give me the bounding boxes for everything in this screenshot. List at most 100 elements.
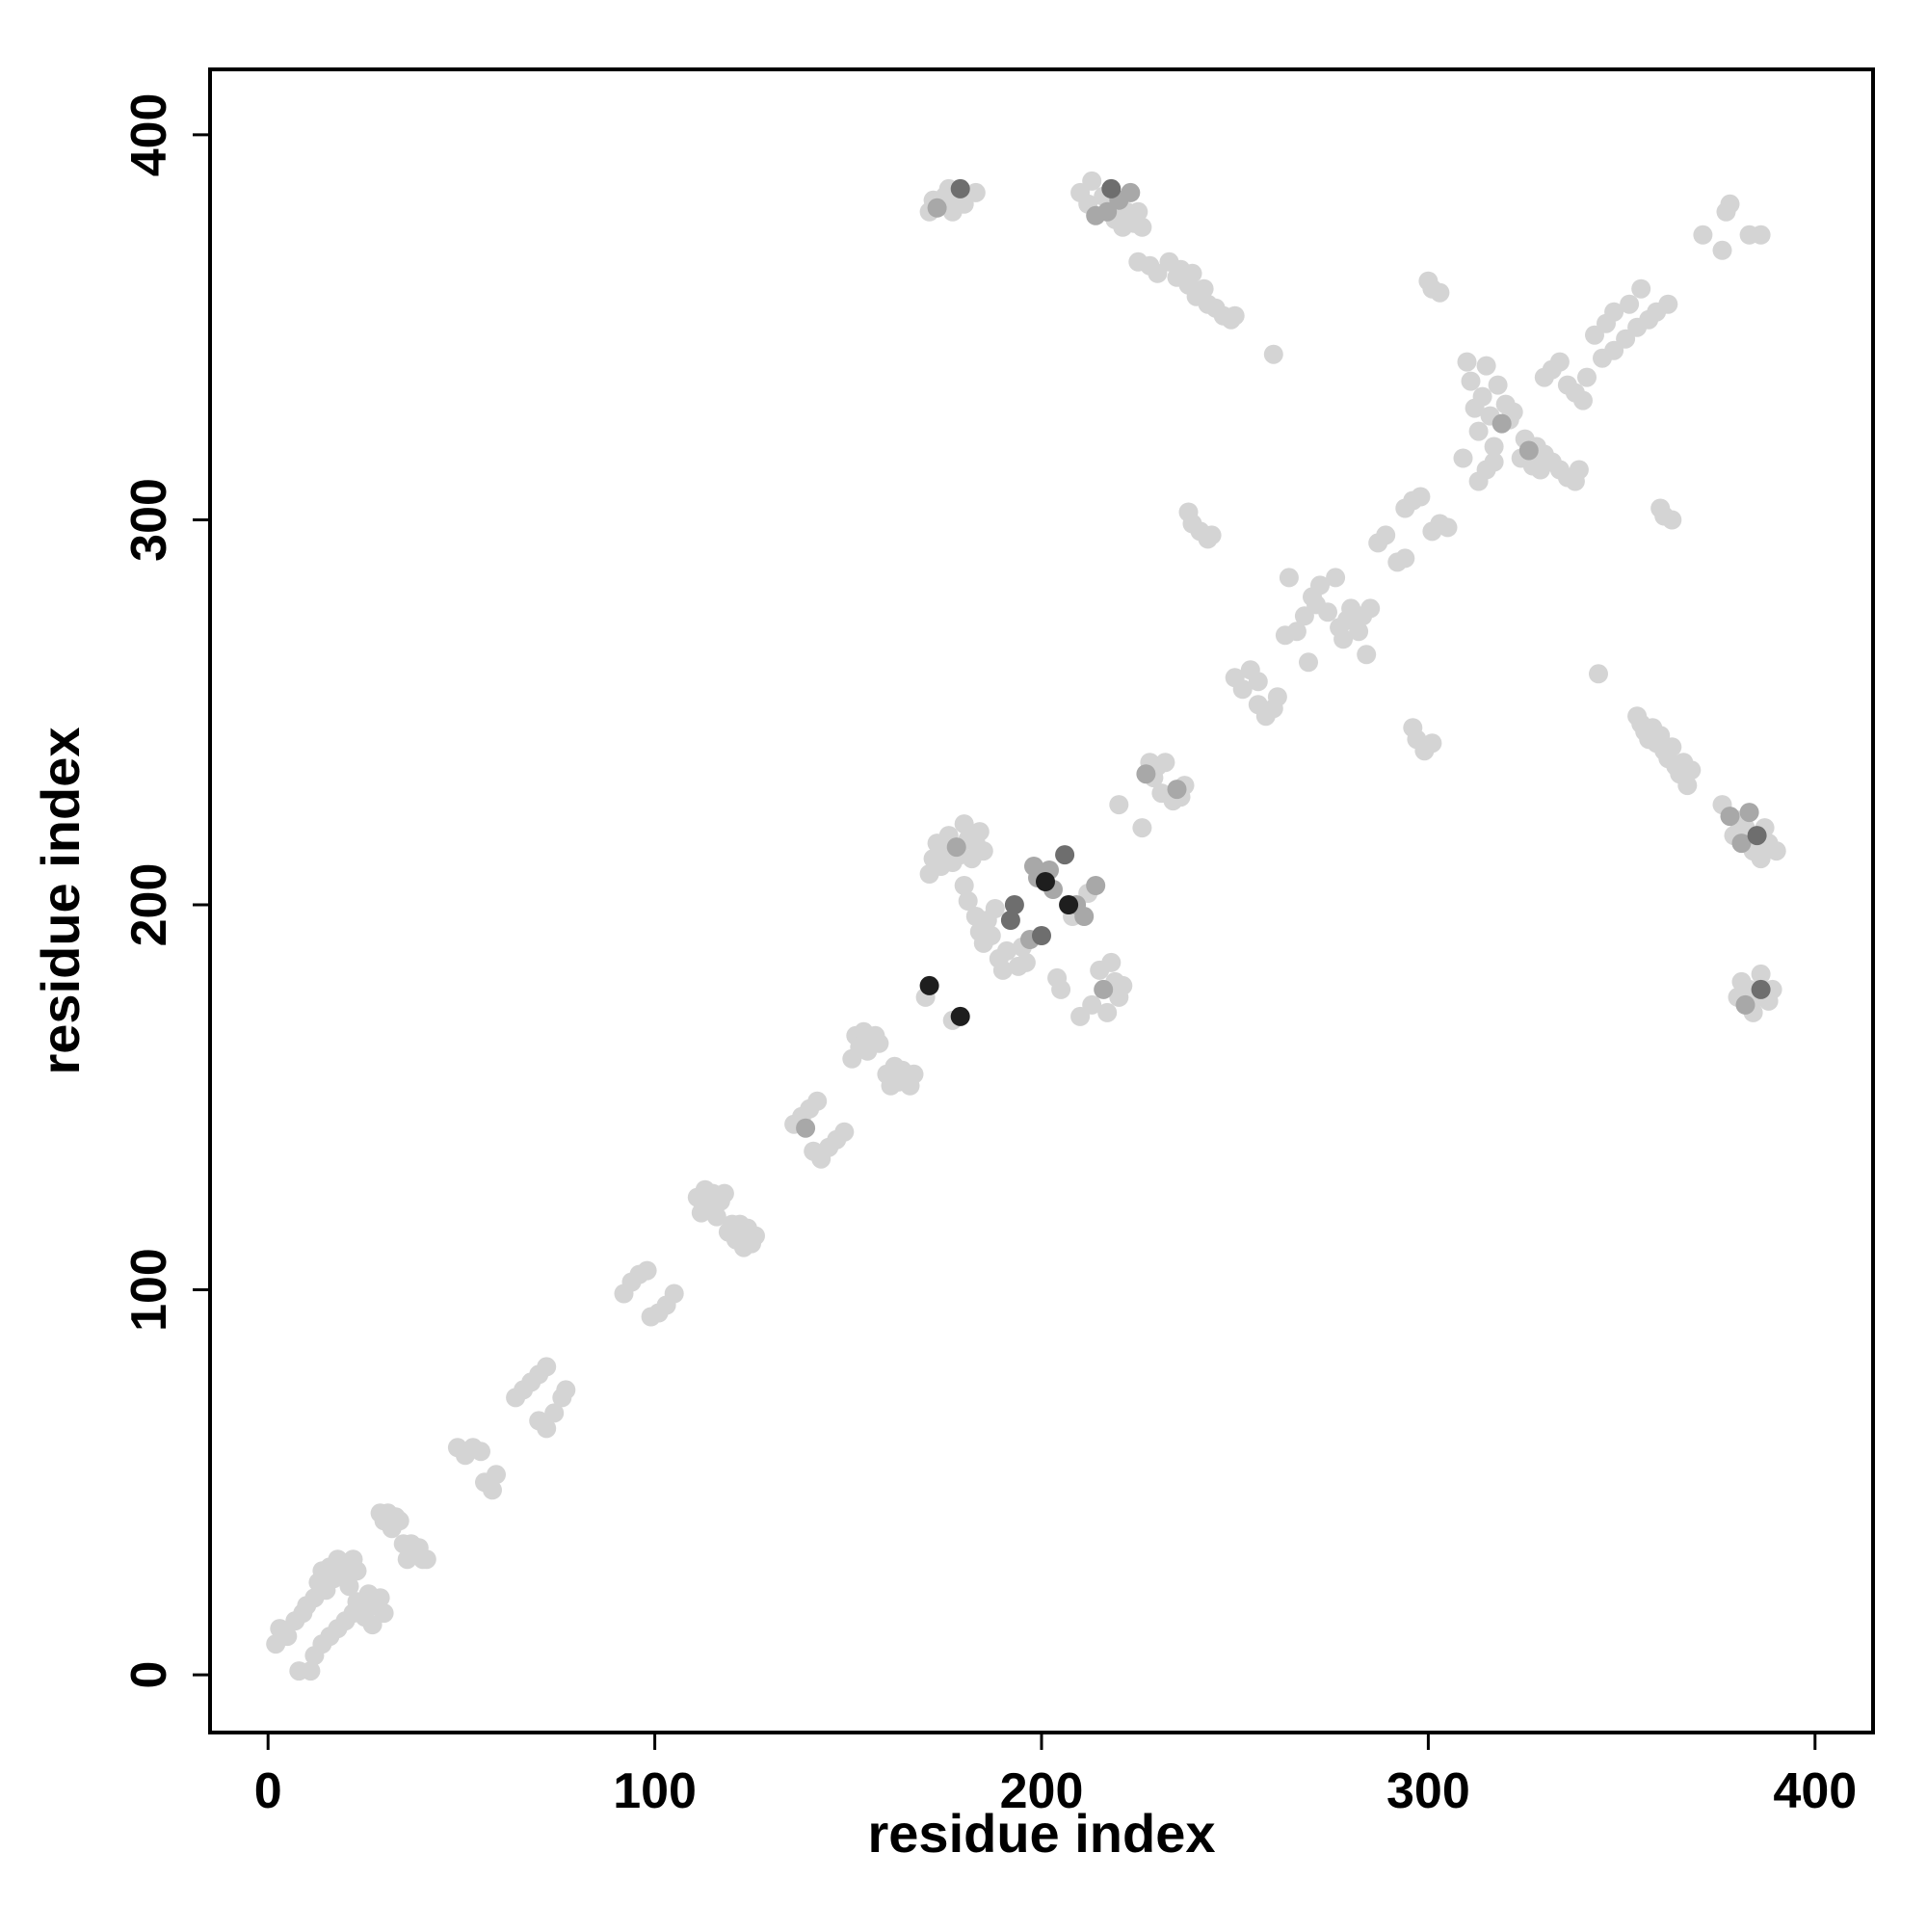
- contact-point: [664, 1284, 684, 1304]
- contact-point: [1411, 487, 1431, 507]
- contact-point: [1101, 952, 1122, 972]
- contact-point: [1016, 952, 1036, 972]
- contact-point: [1484, 437, 1504, 457]
- contact-point: [1310, 575, 1330, 595]
- contact-point: [981, 926, 1001, 945]
- contact-point: [1681, 760, 1702, 781]
- contact-point: [1182, 263, 1202, 283]
- contact-point: [1620, 294, 1640, 314]
- contact-point: [347, 1561, 367, 1581]
- contact-point: [1333, 629, 1354, 649]
- contact-point: [1468, 421, 1489, 441]
- contact-point: [1101, 178, 1122, 198]
- contact-point: [1662, 510, 1682, 530]
- y-axis: 0 100 200 300 400: [121, 93, 210, 1689]
- contact-point: [1739, 803, 1759, 823]
- y-tick-label: 100: [121, 1248, 177, 1332]
- contact-point: [954, 876, 974, 895]
- y-tick-label: 300: [121, 478, 177, 562]
- contact-point: [1232, 679, 1253, 700]
- contact-point: [1286, 622, 1307, 642]
- contact-point: [796, 1118, 816, 1138]
- contact-point: [1121, 182, 1141, 202]
- contact-point: [1097, 1002, 1118, 1022]
- contact-point: [1422, 733, 1442, 754]
- contact-point: [1662, 737, 1682, 757]
- contact-point: [1747, 826, 1767, 846]
- contact-point: [1577, 367, 1597, 387]
- contact-point: [1267, 687, 1287, 707]
- contact-point: [1360, 598, 1381, 619]
- contact-point: [1491, 413, 1512, 434]
- contact-point: [1318, 602, 1337, 622]
- contact-point: [1751, 964, 1771, 984]
- contact-point: [996, 940, 1016, 961]
- contact-point: [1299, 652, 1318, 673]
- contact-point: [1055, 845, 1075, 865]
- contact-point: [1132, 818, 1152, 838]
- contact-point: [807, 1091, 828, 1111]
- contact-point: [389, 1511, 409, 1531]
- contact-point: [706, 1206, 726, 1227]
- contact-point: [1094, 979, 1114, 999]
- contact-point: [1693, 225, 1713, 245]
- contact-point: [714, 1183, 734, 1204]
- contact-point: [1155, 753, 1175, 773]
- contact-point: [946, 837, 966, 858]
- contact-point: [1082, 171, 1102, 191]
- contact-point: [1712, 240, 1732, 260]
- contact-point: [1476, 356, 1496, 376]
- contact-point: [1248, 672, 1268, 692]
- contact-point: [483, 1480, 502, 1500]
- contact-point: [1631, 278, 1651, 299]
- contact-point: [1376, 525, 1396, 545]
- contact-point: [834, 1122, 855, 1142]
- contact-point: [1604, 302, 1624, 322]
- contact-point: [950, 178, 970, 198]
- contact-point: [1326, 568, 1346, 588]
- contact-point: [1059, 895, 1079, 914]
- contact-point: [1004, 895, 1024, 914]
- contact-point: [1677, 776, 1698, 796]
- y-tick-label: 0: [121, 1661, 177, 1689]
- x-tick-label: 0: [254, 1763, 282, 1819]
- x-tick-label: 100: [613, 1763, 697, 1819]
- contact-point: [277, 1627, 298, 1647]
- contact-point: [637, 1260, 657, 1281]
- contact-point: [1589, 664, 1608, 684]
- contact-point: [1082, 994, 1102, 1015]
- points-layer: [266, 171, 1786, 1681]
- x-tick-label: 300: [1386, 1763, 1470, 1819]
- contact-point: [487, 1465, 506, 1485]
- contact-point: [1751, 225, 1771, 245]
- contact-point: [1457, 352, 1477, 372]
- contact-point: [537, 1418, 557, 1439]
- contact-point: [919, 975, 939, 995]
- contact-point: [1074, 907, 1095, 926]
- contact-point: [1132, 217, 1152, 237]
- contact-point: [1549, 352, 1570, 372]
- contact-point: [1438, 517, 1458, 538]
- contact-point: [1720, 807, 1740, 827]
- contact-point: [1488, 375, 1508, 395]
- contact-point: [1357, 645, 1377, 665]
- contact-point: [969, 822, 990, 842]
- contact-point: [1658, 294, 1678, 314]
- contact-point: [416, 1549, 436, 1570]
- contact-point: [950, 1006, 970, 1026]
- contact-point: [1766, 841, 1786, 861]
- contact-point: [965, 182, 986, 202]
- contact-point: [537, 1357, 557, 1377]
- contact-point: [746, 1226, 765, 1246]
- contact-point: [1167, 780, 1187, 800]
- contact-point: [1731, 834, 1752, 854]
- x-axis: 0 100 200 300 400: [254, 1731, 1857, 1819]
- contact-point: [1194, 278, 1214, 299]
- contact-point: [1484, 452, 1504, 472]
- x-axis-title: residue index: [867, 1803, 1215, 1864]
- contact-point: [556, 1380, 576, 1400]
- contact-point: [1461, 371, 1481, 391]
- contact-point: [1086, 876, 1106, 895]
